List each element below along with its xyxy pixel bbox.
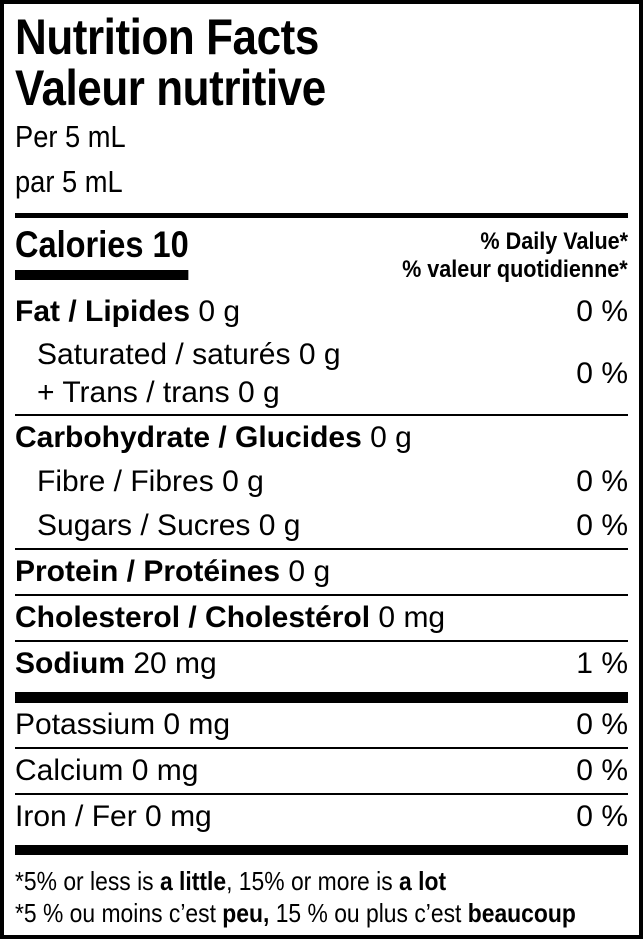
row-calcium-amount: 0 mg	[131, 754, 199, 787]
divider-heavy-1	[15, 692, 628, 703]
row-iron-name-text: Iron / Fer	[15, 800, 137, 833]
row-iron: Iron / Fer 0 mg 0 %	[15, 795, 628, 839]
row-iron-dv: 0 %	[576, 800, 628, 833]
footnote-en-bold1: a little	[159, 866, 227, 896]
row-sodium-amount: 20 mg	[133, 647, 217, 680]
footnote-fr-pre: *5 % ou moins c’est	[15, 898, 223, 928]
row-fibre-name-text: Fibre / Fibres	[37, 465, 214, 498]
divider-thick-top	[15, 213, 628, 218]
divider-thin-6	[15, 793, 628, 795]
serving-size-english: Per 5 mL	[15, 114, 628, 159]
daily-value-header-english-text: % Daily Value*	[480, 228, 628, 255]
row-potassium-dv: 0 %	[576, 708, 628, 741]
row-calcium-name-text: Calcium	[15, 754, 124, 787]
row-sodium-name: Sodium 20 mg	[15, 647, 217, 681]
divider-thin-1	[15, 414, 628, 416]
row-saturated-trans: Saturated / saturés 0 g + Trans / trans …	[15, 334, 628, 414]
row-trans-name: + Trans / trans	[37, 376, 230, 409]
calories-label: Calories	[15, 224, 144, 265]
calories-section: Calories 10 % Daily Value* % valeur quot…	[15, 218, 628, 290]
row-cholesterol-name-text: Cholesterol / Cholestérol	[15, 601, 371, 634]
daily-value-header-french: % valeur quotidienne*	[377, 256, 628, 284]
row-cholesterol-amount: 0 mg	[378, 601, 446, 634]
row-fibre: Fibre / Fibres 0 g 0 %	[15, 460, 628, 504]
footnote-en-bold2: a lot	[399, 866, 447, 896]
row-carbohydrate-name-text: Carbohydrate / Glucides	[15, 421, 362, 454]
row-carbohydrate-amount: 0 g	[370, 421, 412, 454]
row-protein-name: Protein / Protéines 0 g	[15, 555, 330, 589]
row-fat-dv: 0 %	[576, 295, 628, 328]
row-calcium: Calcium 0 mg 0 %	[15, 749, 628, 793]
row-fibre-name: Fibre / Fibres 0 g	[15, 465, 264, 499]
footnote-en-pre: *5% or less is	[15, 866, 160, 896]
row-sugars-amount: 0 g	[258, 509, 301, 542]
row-fat: Fat / Lipides 0 g 0 %	[15, 290, 628, 334]
serving-size-french: par 5 mL	[15, 159, 628, 204]
row-saturated-amount: 0 g	[298, 338, 341, 371]
divider-thin-3	[15, 594, 628, 596]
row-potassium-amount: 0 mg	[163, 708, 231, 741]
divider-thin-2	[15, 548, 628, 550]
calories-text: Calories 10	[15, 225, 189, 265]
divider-heavy-2	[15, 845, 628, 855]
row-iron-amount: 0 mg	[145, 800, 212, 833]
row-trans-amount: 0 g	[237, 376, 280, 409]
row-carbohydrate-name: Carbohydrate / Glucides 0 g	[15, 421, 412, 455]
row-saturated-trans-lines: Saturated / saturés 0 g + Trans / trans …	[15, 336, 341, 412]
footnote-english-text: *5% or less is a little, 15% or more is …	[15, 865, 446, 897]
row-sugars-name: Sugars / Sucres 0 g	[15, 509, 301, 543]
daily-value-header-french-text: % valeur quotidienne*	[402, 256, 628, 283]
title-french-text: Valeur nutritive	[15, 60, 326, 116]
row-calcium-name: Calcium 0 mg	[15, 754, 198, 788]
footnote-french-text: *5 % ou moins c’est peu, 15 % ou plus c’…	[15, 897, 576, 929]
row-saturated-name: Saturated / saturés	[37, 338, 291, 371]
footnote-fr-bold1: peu,	[222, 898, 270, 928]
row-potassium-name: Potassium 0 mg	[15, 708, 230, 742]
row-potassium-name-text: Potassium	[15, 708, 156, 741]
divider-thin-4	[15, 640, 628, 642]
calories-block: Calories 10	[15, 225, 189, 280]
row-saturated-line: Saturated / saturés 0 g	[37, 336, 341, 374]
row-cholesterol: Cholesterol / Cholestérol 0 mg	[15, 596, 628, 640]
calories-underline-bar	[15, 270, 189, 280]
row-fibre-amount: 0 g	[222, 465, 264, 498]
row-calcium-dv: 0 %	[576, 754, 628, 787]
row-fat-name-text: Fat / Lipides	[15, 295, 191, 328]
label-header: Nutrition Facts Valeur nutritive Per 5 m…	[15, 4, 628, 204]
row-sugars-name-text: Sugars / Sucres	[37, 509, 251, 542]
row-protein-amount: 0 g	[288, 555, 331, 588]
row-protein: Protein / Protéines 0 g	[15, 550, 628, 594]
title-english: Nutrition Facts	[15, 12, 628, 63]
footnote-fr-bold2: beaucoup	[467, 898, 576, 928]
row-sodium: Sodium 20 mg 1 %	[15, 642, 628, 686]
row-fibre-dv: 0 %	[576, 465, 628, 498]
serving-size-english-text: Per 5 mL	[15, 119, 126, 154]
footnote-english: *5% or less is a little, 15% or more is …	[15, 865, 628, 897]
footnote: *5% or less is a little, 15% or more is …	[15, 855, 628, 929]
row-potassium: Potassium 0 mg 0 %	[15, 703, 628, 747]
serving-size-french-text: par 5 mL	[15, 164, 123, 199]
row-cholesterol-name: Cholesterol / Cholestérol 0 mg	[15, 601, 445, 635]
daily-value-header-english: % Daily Value*	[377, 228, 628, 256]
row-sodium-dv: 1 %	[576, 647, 628, 680]
title-french: Valeur nutritive	[15, 63, 628, 114]
divider-thin-5	[15, 747, 628, 749]
footnote-en-mid: , 15% or more is	[226, 866, 400, 896]
row-iron-name: Iron / Fer 0 mg	[15, 800, 212, 834]
row-sugars: Sugars / Sucres 0 g 0 %	[15, 504, 628, 548]
row-carbohydrate: Carbohydrate / Glucides 0 g	[15, 416, 628, 460]
daily-value-header: % Daily Value* % valeur quotidienne*	[377, 225, 628, 284]
footnote-fr-mid: 15 % ou plus c’est	[269, 898, 468, 928]
footnote-french: *5 % ou moins c’est peu, 15 % ou plus c’…	[15, 897, 628, 929]
row-trans-line: + Trans / trans 0 g	[37, 374, 341, 412]
row-fat-name: Fat / Lipides 0 g	[15, 295, 240, 329]
row-saturated-trans-dv: 0 %	[576, 357, 628, 390]
calories-value: 10	[152, 224, 189, 265]
title-english-text: Nutrition Facts	[15, 9, 319, 65]
row-sodium-name-text: Sodium	[15, 647, 125, 680]
row-fat-amount: 0 g	[198, 295, 241, 328]
row-protein-name-text: Protein / Protéines	[15, 555, 281, 588]
row-sugars-dv: 0 %	[576, 509, 628, 542]
